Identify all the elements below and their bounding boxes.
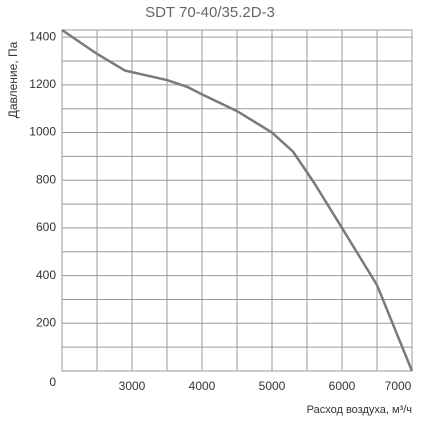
x-axis-label: Расход воздуха, м³/ч <box>307 404 412 416</box>
y-tick-label: 1200 <box>29 77 56 91</box>
y-tick-label: 1000 <box>29 125 56 139</box>
x-tick-label: 5000 <box>259 379 286 393</box>
y-tick-label: 0 <box>49 375 56 389</box>
x-tick-label: 4000 <box>189 379 216 393</box>
y-tick-label: 1400 <box>29 29 56 43</box>
x-tick-label: 7000 <box>385 379 412 393</box>
y-axis-label: Давление, Па <box>6 41 20 118</box>
y-tick-label: 400 <box>36 268 56 282</box>
line-series <box>61 28 414 372</box>
x-tick-label: 6000 <box>329 379 356 393</box>
y-tick-label: 600 <box>36 220 56 234</box>
y-tick-label: 800 <box>36 172 56 186</box>
x-tick-label: 3000 <box>119 379 146 393</box>
chart-title: SDT 70-40/35.2D-3 <box>145 4 275 21</box>
y-tick-label: 200 <box>36 315 56 329</box>
